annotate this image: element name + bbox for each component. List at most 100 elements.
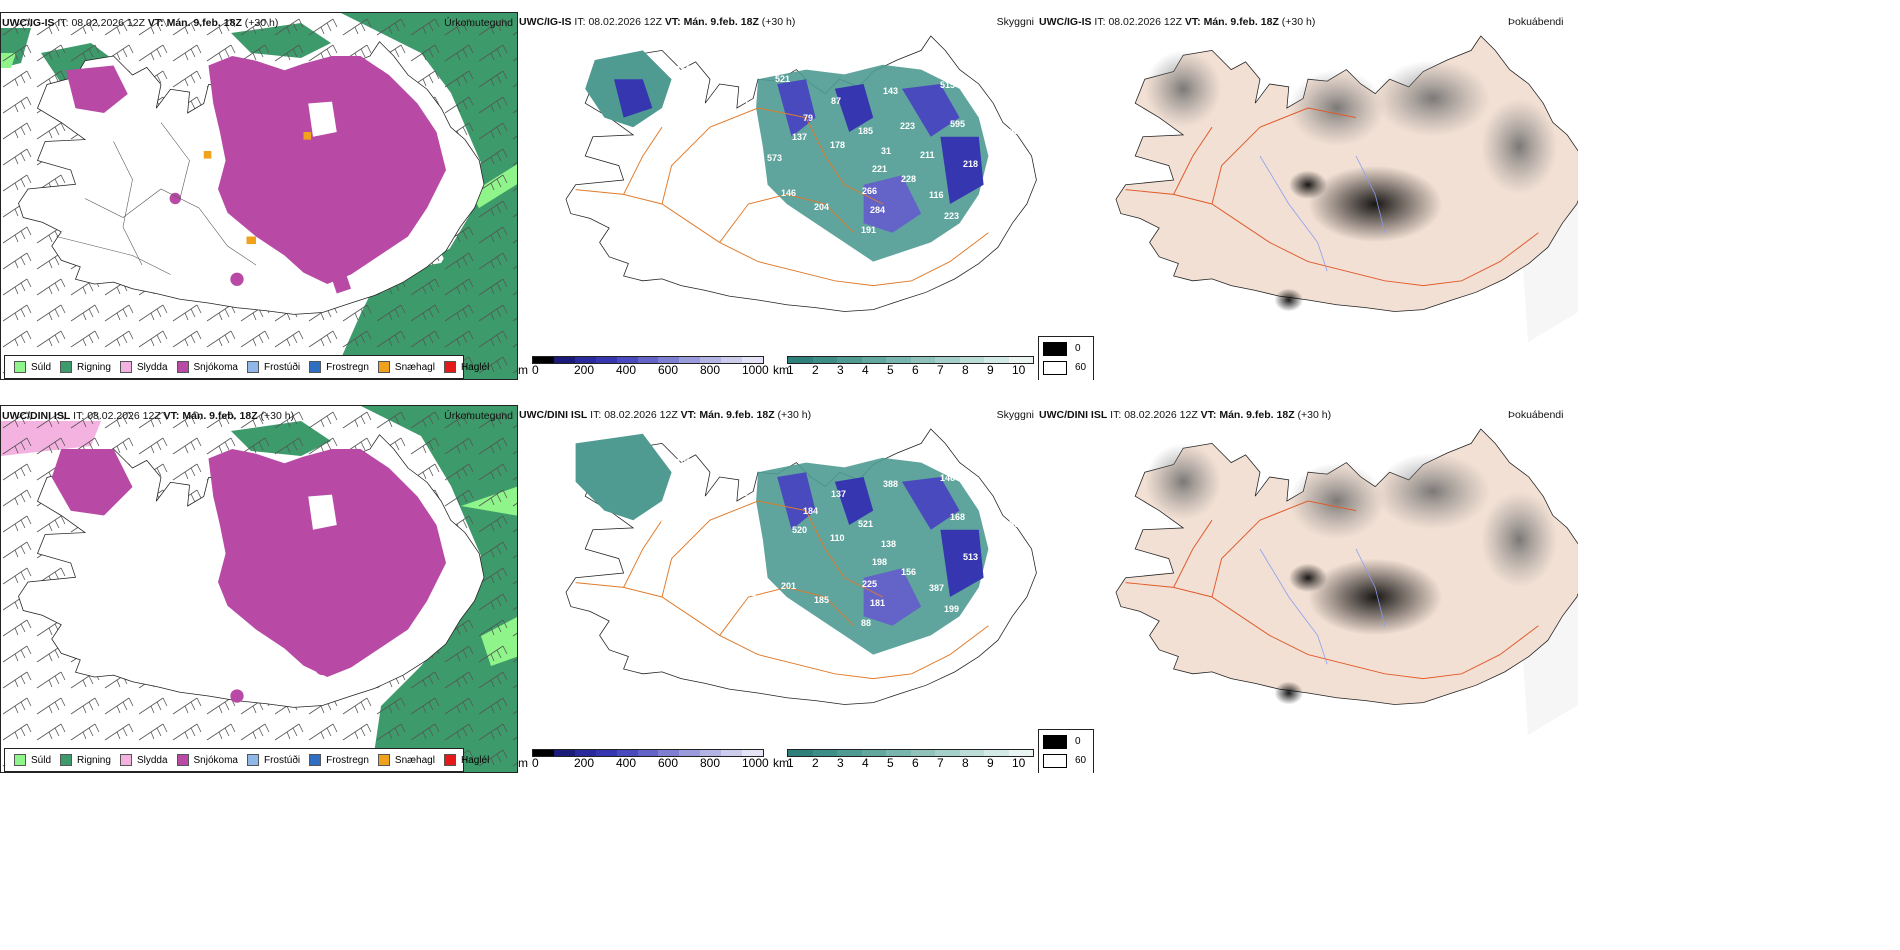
legend-label: Frostúði [263, 361, 301, 373]
cloud-number: 181 [870, 598, 885, 608]
cloud-number: 223 [944, 211, 959, 221]
cloud-number: 148 [1004, 126, 1019, 136]
colorbar-km-tick: 8 [962, 363, 969, 377]
cloud-number: 198 [872, 557, 887, 567]
fog-map [1038, 405, 1578, 773]
legend-label: Snjókoma [193, 361, 238, 373]
cloud-number: 178 [830, 140, 845, 150]
cloud-number: 211 [920, 150, 935, 160]
colorbar-m-unit: m [518, 363, 528, 377]
colorbar-km-tick: 1 [787, 756, 794, 770]
cloud-number: 137 [831, 489, 846, 499]
cloud-number: 92 [598, 603, 608, 613]
colorbar-km-tick: 2 [812, 363, 819, 377]
precip-type-map [1, 13, 517, 379]
colorbar-km-tick: 3 [837, 363, 844, 377]
legend-swatch [176, 754, 189, 766]
colorbar-km-tick: 3 [837, 756, 844, 770]
cloud-number: 170 [1001, 175, 1016, 185]
cloud-number: 94 [738, 95, 748, 105]
legend-label: Haglél [460, 361, 490, 373]
cloud-number: 146 [940, 473, 955, 483]
colorbar-km-tick: 4 [862, 756, 869, 770]
cloud-title-dini: UWC/DINI ISL IT: 08.02.2026 12Z VT: Mán.… [519, 409, 812, 421]
legend-item: Haglél [443, 754, 490, 766]
cloud-number: 163 [604, 561, 619, 571]
cloud-number: 521 [775, 74, 790, 84]
colorbar-km-tick: 2 [812, 756, 819, 770]
legend-swatch [14, 361, 26, 373]
cloud-number: 388 [883, 479, 898, 489]
legend-item: Frostúði [246, 754, 300, 766]
legend-swatch [246, 361, 259, 373]
colorbar-km-unit: km [773, 363, 789, 377]
cloud-number: 82 [650, 121, 660, 131]
colorbar-km-tick: 6 [912, 363, 919, 377]
cloud-number: 68 [786, 217, 796, 227]
cloud-number: 79 [803, 113, 813, 123]
cloud-number: 108 [942, 629, 957, 639]
cloud-number: 573 [767, 153, 782, 163]
cloud-panel-ig: 221 13 87 75 72 31 68 94 10 110 185 191 82 101 146 79 22… [518, 12, 1038, 380]
colorbar-km: km 1 2 3 4 5 6 7 8 9 10 [773, 356, 1038, 380]
legend-swatch [377, 754, 390, 766]
colorbar-m-tick: 0 [532, 756, 539, 770]
colorbar-m-unit: m [518, 756, 528, 770]
legend-item: Haglél [443, 361, 490, 373]
cloud-panel-dini: 198 231 137 108 127 138 103 50 103 92 521 88 153 91 20… [518, 405, 1038, 773]
cloud-number: 218 [963, 159, 978, 169]
cloud-number: 262 [702, 552, 717, 562]
cloud-number: 266 [862, 186, 877, 196]
colorbar-m-tick: 400 [616, 363, 637, 377]
cloud-number: 150 [1004, 519, 1019, 529]
cloud-number: 408 [719, 662, 734, 672]
cloud-number: 521 [858, 519, 873, 529]
legend-item: Slydda [119, 361, 168, 373]
colorbar-m-tick: 200 [574, 363, 595, 377]
cloud-number: 151 [1001, 568, 1016, 578]
cloud-numbers: 221 13 87 75 72 31 68 94 10 110 185 191 82 101 146 79 22… [598, 55, 1023, 295]
legend-label: Snjókoma [193, 754, 238, 766]
cloud-number: 228 [901, 174, 916, 184]
precip-type-map [1, 406, 517, 772]
colorbar-km-tick: 6 [912, 756, 919, 770]
colorbar-km-tick: 10 [1012, 756, 1026, 770]
colorbar-km-tick: 7 [937, 756, 944, 770]
colorbar-km-tick: 10 [1012, 363, 1026, 377]
cloud-number: 435 [670, 143, 685, 153]
cloud-number: 284 [870, 205, 885, 215]
cloud-number: 153 [650, 514, 665, 524]
precip-type-label: Úrkomutegund [444, 410, 513, 422]
cloud-number: 31 [881, 146, 891, 156]
colorbar-m-tick: 0 [532, 363, 539, 377]
cloud-number: 203 [697, 192, 712, 202]
colorbar-km-tick: 5 [887, 363, 894, 377]
cloud-number: 91 [739, 224, 749, 234]
cloud-number: 208 [625, 617, 640, 627]
cloud-number: 515 [940, 80, 955, 90]
panel-title: UWC/DINI ISL IT: 08.02.2026 12Z VT: Mán.… [2, 410, 295, 422]
colorbar-m-tick: 400 [616, 756, 637, 770]
precip-type-panel-dini: UWC/DINI ISL IT: 08.02.2026 12Z VT: Mán.… [0, 405, 518, 773]
cloud-number: 204 [814, 202, 829, 212]
cloud-number: 87 [1006, 81, 1016, 91]
cloud-number: 156 [901, 567, 916, 577]
cloud-number: 13 [741, 195, 751, 205]
cloud-number: 185 [814, 595, 829, 605]
cloud-number: 138 [881, 539, 896, 549]
cloud-number: 193 [732, 511, 747, 521]
colorbar-m: m 0 200 400 600 800 1000 [518, 356, 769, 380]
fog-panel-dini: Þokuábendi 0 60 [1038, 405, 1900, 773]
cloud-map: 198 231 137 108 127 138 103 50 103 92 521 88 153 91 20… [565, 428, 1037, 706]
legend-item: Snjókoma [176, 361, 238, 373]
legend-label: Slydda [136, 361, 168, 373]
panel-title: UWC/IG-IS IT: 08.02.2026 12Z VT: Mán. 9.… [2, 17, 279, 29]
legend-label: Slydda [136, 754, 168, 766]
cloud-number: 199 [944, 604, 959, 614]
cloud-title-ig: UWC/IG-IS IT: 08.02.2026 12Z VT: Mán. 9.… [519, 16, 796, 28]
legend-label: Haglél [460, 754, 490, 766]
legend-swatch [14, 754, 26, 766]
colorbar-km-strip [787, 356, 1034, 364]
legend-item: Snæhagl [377, 361, 435, 373]
fog-legend: 0 60 [1038, 336, 1094, 380]
